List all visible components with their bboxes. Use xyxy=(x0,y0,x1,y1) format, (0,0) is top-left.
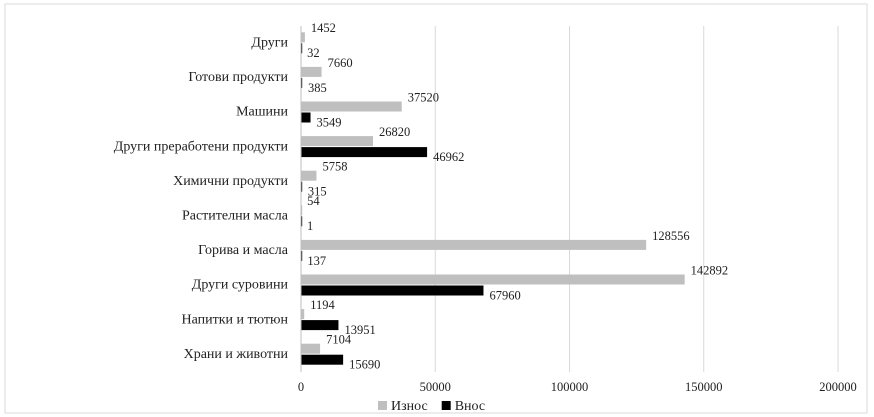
y-tick-label: Напитки и тютюн xyxy=(182,312,289,327)
data-label: 1452 xyxy=(311,21,336,35)
data-label: 1 xyxy=(307,219,313,233)
x-tick-label: 50000 xyxy=(420,380,451,394)
bar xyxy=(301,205,303,216)
data-label: 7104 xyxy=(326,333,352,347)
data-label: 5758 xyxy=(322,160,347,174)
y-tick-label: Растителни масла xyxy=(182,209,289,224)
y-tick-label: Други суровини xyxy=(192,278,289,293)
bar xyxy=(301,250,303,261)
legend-label: Внос xyxy=(455,399,485,414)
bar xyxy=(301,66,322,77)
bar xyxy=(301,181,303,192)
bar xyxy=(301,274,685,285)
bar xyxy=(301,136,374,147)
bar xyxy=(301,147,428,158)
data-label: 142892 xyxy=(691,263,729,277)
data-label: 54 xyxy=(307,194,320,208)
bar xyxy=(301,343,321,354)
bar xyxy=(301,354,344,365)
y-tick-label: Други преработени продукти xyxy=(114,139,289,154)
data-label: 7660 xyxy=(328,56,353,70)
x-tick-label: 200000 xyxy=(819,380,857,394)
data-label: 128556 xyxy=(652,229,690,243)
bar xyxy=(301,77,303,88)
x-tick-label: 100000 xyxy=(551,380,589,394)
data-label: 3549 xyxy=(317,115,342,129)
x-tick-label: 0 xyxy=(298,380,304,394)
bar xyxy=(301,32,305,43)
x-tick-label: 150000 xyxy=(685,380,723,394)
data-label: 15690 xyxy=(349,358,380,372)
legend-label: Износ xyxy=(391,399,428,414)
data-label: 32 xyxy=(307,46,320,60)
bar xyxy=(301,309,305,320)
data-label: 1194 xyxy=(310,298,335,312)
y-tick-label: Храни и животни xyxy=(184,347,289,362)
bar xyxy=(301,101,402,112)
data-label: 26820 xyxy=(379,125,410,139)
data-label: 315 xyxy=(308,185,327,199)
y-tick-label: Химични продукти xyxy=(173,174,288,189)
legend-swatch xyxy=(378,401,387,410)
y-tick-label: Готови продукти xyxy=(188,70,288,85)
bar xyxy=(301,320,339,331)
data-label: 67960 xyxy=(489,288,520,302)
y-tick-label: Други xyxy=(251,36,288,51)
data-label: 37520 xyxy=(408,90,439,104)
y-tick-label: Машини xyxy=(236,105,288,120)
y-tick-label: Горива и масла xyxy=(198,243,289,258)
data-label: 137 xyxy=(307,254,326,268)
bar xyxy=(301,239,647,250)
bar xyxy=(301,112,311,123)
legend-swatch xyxy=(441,401,451,410)
data-label: 46962 xyxy=(433,150,464,164)
bar xyxy=(301,216,303,227)
bar xyxy=(301,285,484,296)
bar xyxy=(301,170,317,181)
chart-frame xyxy=(4,3,868,414)
data-label: 385 xyxy=(308,81,327,95)
bar xyxy=(301,43,303,54)
data-label: 13951 xyxy=(344,323,375,337)
